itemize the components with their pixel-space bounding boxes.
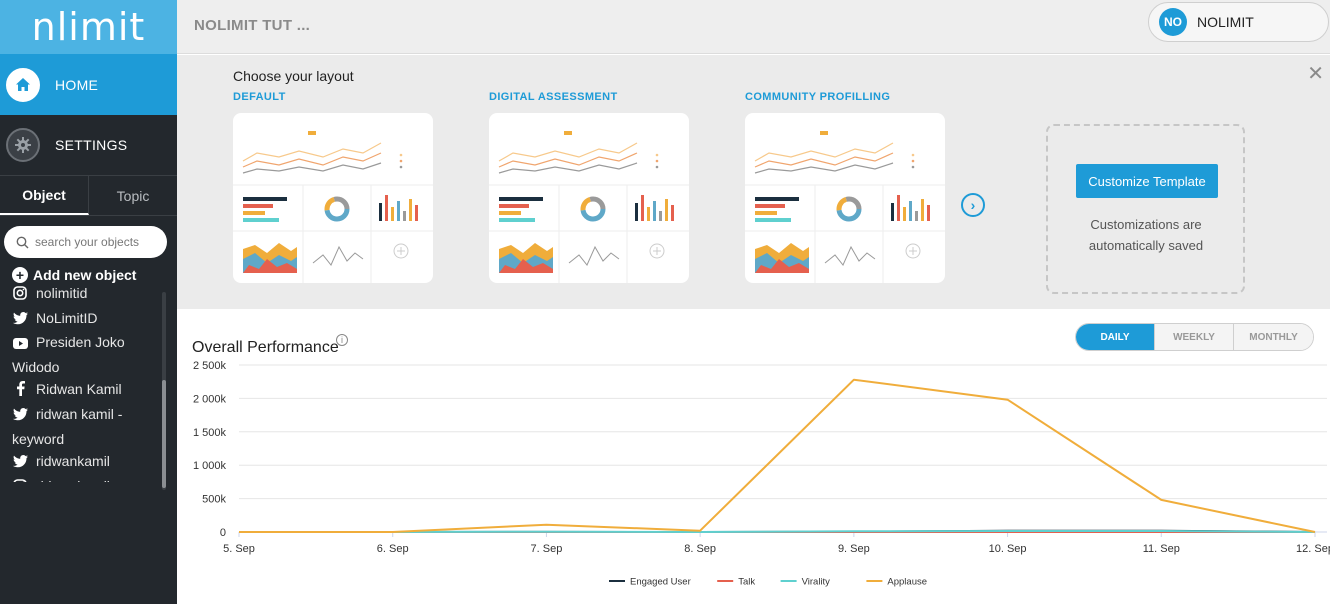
legend-label: Virality [802, 577, 831, 588]
y-tick-label: 1 000k [193, 460, 227, 472]
layout-label-community-profilling[interactable]: COMMUNITY PROFILLING [745, 91, 891, 103]
y-tick-label: 2 000k [193, 393, 227, 405]
legend-label: Talk [738, 577, 755, 588]
x-tick-label: 6. Sep [377, 543, 409, 555]
x-tick-label: 11. Sep [1143, 543, 1180, 555]
instagram-icon [12, 284, 28, 307]
object-topic-tabs: Object Topic [0, 176, 177, 216]
object-list-scrollbar[interactable] [162, 292, 166, 490]
search-icon [16, 236, 29, 248]
layout-label-digital-assessment[interactable]: DIGITAL ASSESSMENT [489, 91, 618, 103]
layout-chooser: Choose your layout ✕ DEFAULT DIGITAL ASS… [177, 55, 1330, 309]
series-line-virality[interactable] [239, 530, 1316, 533]
plus-icon: + [12, 267, 28, 283]
object-name: ridwan kamil - keyword [12, 405, 123, 447]
list-item[interactable]: NoLimitID [0, 307, 160, 332]
list-item[interactable]: nolimitid [0, 282, 160, 307]
customize-template-box: Customize Template Customizations are au… [1046, 124, 1245, 294]
instagram-icon [12, 477, 28, 482]
legend-item-talk[interactable]: Talk [717, 577, 755, 588]
period-monthly-button[interactable]: MONTHLY [1234, 324, 1313, 350]
layout-thumbnail-digital-assessment[interactable] [489, 113, 689, 283]
add-new-object-button[interactable]: + Add new object [0, 264, 177, 286]
object-name: nolimitid [36, 285, 88, 301]
series-line-applause[interactable] [239, 378, 1316, 533]
object-name: ridwankamil [36, 453, 110, 470]
y-tick-label: 0 [220, 527, 226, 539]
customize-note-line-1: Customizations are [1090, 217, 1202, 232]
layout-thumbnail-community-profilling[interactable] [745, 113, 945, 283]
period-daily-button[interactable]: DAILY [1076, 324, 1155, 350]
overall-performance-panel: 0 500k 1 000k 1 500k 2 000k 2 500k 5. Sep 6. Se… [177, 309, 1330, 604]
list-item[interactable]: ridwankamil [0, 450, 160, 475]
nolimit-logo[interactable]: nlimit [0, 0, 177, 54]
x-tick-label: 8. Sep [684, 543, 716, 555]
twitter-icon [12, 405, 28, 428]
x-tick-label: 7. Sep [531, 543, 563, 555]
twitter-icon [12, 452, 28, 475]
object-name: Presiden Joko Widodo [12, 334, 125, 375]
object-name: ridwankamil [36, 478, 110, 482]
search-wrap [0, 216, 177, 264]
period-weekly-button[interactable]: WEEKLY [1155, 324, 1234, 350]
legend-label: Engaged User [630, 577, 691, 588]
object-name: Ridwan Kamil [36, 381, 122, 398]
top-bar: NOLIMIT TUT ... NO NOLIMIT [177, 0, 1330, 54]
list-item[interactable]: ridwan kamil - keyword [0, 403, 160, 450]
search-input[interactable] [35, 235, 155, 249]
object-list[interactable]: nolimitid NoLimitID Presiden Joko Widodo Ri… [0, 282, 160, 482]
add-object-label: Add new object [33, 267, 137, 283]
layout-label-default[interactable]: DEFAULT [233, 91, 286, 103]
customize-note: Customizations are automatically saved [1048, 214, 1244, 256]
customize-template-button[interactable]: Customize Template [1076, 164, 1218, 198]
facebook-icon [12, 380, 28, 403]
scrollbar-thumb[interactable] [162, 380, 166, 488]
sidebar: nlimit HOME SETTINGS Object Topic [0, 0, 177, 604]
gear-icon [6, 128, 40, 162]
x-tick-label: 9. Sep [838, 543, 870, 555]
close-icon[interactable]: ✕ [1307, 63, 1324, 85]
page-title: NOLIMIT TUT ... [194, 17, 311, 34]
sidebar-item-settings[interactable]: SETTINGS [0, 115, 177, 176]
performance-title: Overall Performance [192, 339, 339, 356]
youtube-icon [12, 333, 28, 356]
legend-item-engaged-user[interactable]: Engaged User [609, 577, 691, 588]
customize-note-line-2: automatically saved [1088, 238, 1204, 253]
sidebar-item-label: HOME [55, 76, 99, 93]
chevron-right-icon[interactable]: › [961, 193, 985, 217]
x-tick-label: 10. Sep [989, 543, 1027, 555]
sidebar-item-home[interactable]: HOME [0, 54, 177, 115]
choose-layout-title: Choose your layout [233, 68, 354, 84]
tab-object[interactable]: Object [0, 176, 89, 215]
search-box [4, 226, 167, 258]
layout-thumbnail-default[interactable] [233, 113, 433, 283]
home-icon [6, 67, 40, 102]
twitter-icon [12, 309, 28, 332]
info-icon[interactable]: i [336, 334, 348, 346]
object-name: NoLimitID [36, 309, 98, 326]
user-menu[interactable]: NO NOLIMIT [1148, 2, 1329, 42]
period-toggle: DAILY WEEKLY MONTHLY [1075, 323, 1314, 351]
user-name: NOLIMIT [1197, 14, 1254, 30]
list-item[interactable]: ridwankamil [0, 475, 160, 482]
sidebar-item-label: SETTINGS [55, 137, 128, 153]
x-tick-label: 5. Sep [223, 543, 255, 555]
avatar: NO [1159, 8, 1187, 36]
y-tick-label: 1 500k [193, 427, 227, 439]
x-tick-label: 12. Sep [1296, 543, 1330, 555]
y-tick-label: 500k [202, 494, 226, 506]
y-tick-label: 2 500k [193, 360, 227, 372]
legend-label: Applause [887, 577, 927, 588]
tab-topic[interactable]: Topic [116, 187, 150, 204]
performance-chart: 0 500k 1 000k 1 500k 2 000k 2 500k 5. Sep 6. Se… [193, 360, 1330, 588]
list-item[interactable]: Presiden Joko Widodo [0, 331, 160, 378]
list-item[interactable]: Ridwan Kamil [0, 378, 160, 403]
legend-item-virality[interactable]: Virality [780, 577, 831, 588]
legend-item-applause[interactable]: Applause [866, 577, 927, 588]
